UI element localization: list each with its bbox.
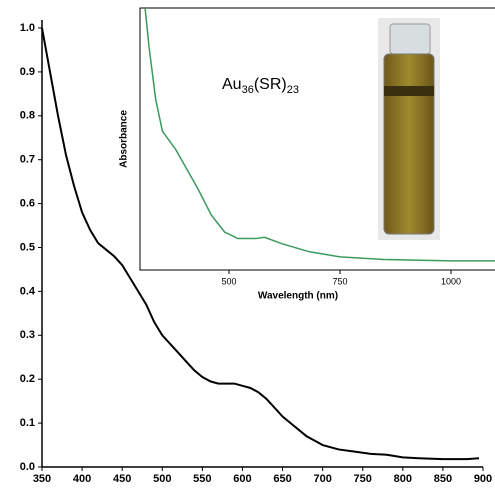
y-tick-label: 0.0 <box>20 461 35 473</box>
x-tick-label: 500 <box>153 473 171 485</box>
x-tick-label: 800 <box>394 473 412 485</box>
y-tick-label: 0.8 <box>20 110 35 122</box>
x-tick-label: 650 <box>273 473 291 485</box>
x-tick-label: 900 <box>474 473 492 485</box>
main-chart: 350 400 450 500 550 600 650 700 750 800 850 900 0.0 0… <box>20 20 492 485</box>
data-line <box>144 7 495 262</box>
x-axis-label: Wavelength (nm) <box>258 291 338 302</box>
inset-frame <box>139 7 495 271</box>
vial-photo <box>378 18 440 240</box>
x-tick-label: 750 <box>354 473 372 485</box>
y-tick-label: 0.9 <box>20 66 35 78</box>
data-line <box>41 27 480 461</box>
x-tick-label: 450 <box>113 473 131 485</box>
x-tick-label: 1000 <box>441 276 461 286</box>
x-tick-label: 500 <box>221 276 236 286</box>
y-tick-label: 1.0 <box>20 22 35 34</box>
annotation-part: (SR) <box>254 76 287 93</box>
y-tick-label: 0.2 <box>20 373 35 385</box>
x-tick-label: 600 <box>233 473 251 485</box>
x-tick-label: 400 <box>73 473 91 485</box>
annotation-part: Au <box>222 76 242 93</box>
annotation-part: 36 <box>242 84 254 96</box>
y-tick-label: 0.1 <box>20 417 35 429</box>
y-axis-label: Absorbance <box>119 110 130 168</box>
y-tick-label: 0.3 <box>20 329 35 341</box>
y-tick-label: 0.6 <box>20 198 35 210</box>
y-tick-label: 0.5 <box>20 241 35 253</box>
annotation-part: 23 <box>287 84 299 96</box>
y-tick-label: 0.7 <box>20 154 35 166</box>
x-tick-label: 350 <box>33 473 51 485</box>
x-tick-label: 550 <box>193 473 211 485</box>
x-tick-label: 750 <box>332 276 347 286</box>
annotation: Au36(SR)23 <box>222 76 299 96</box>
inset-chart: Au36(SR)23 Wavelength (nm) Absorbance 50… <box>119 7 495 302</box>
y-tick-label: 0.4 <box>20 285 36 297</box>
x-tick-label: 700 <box>313 473 331 485</box>
x-tick-label: 850 <box>434 473 452 485</box>
